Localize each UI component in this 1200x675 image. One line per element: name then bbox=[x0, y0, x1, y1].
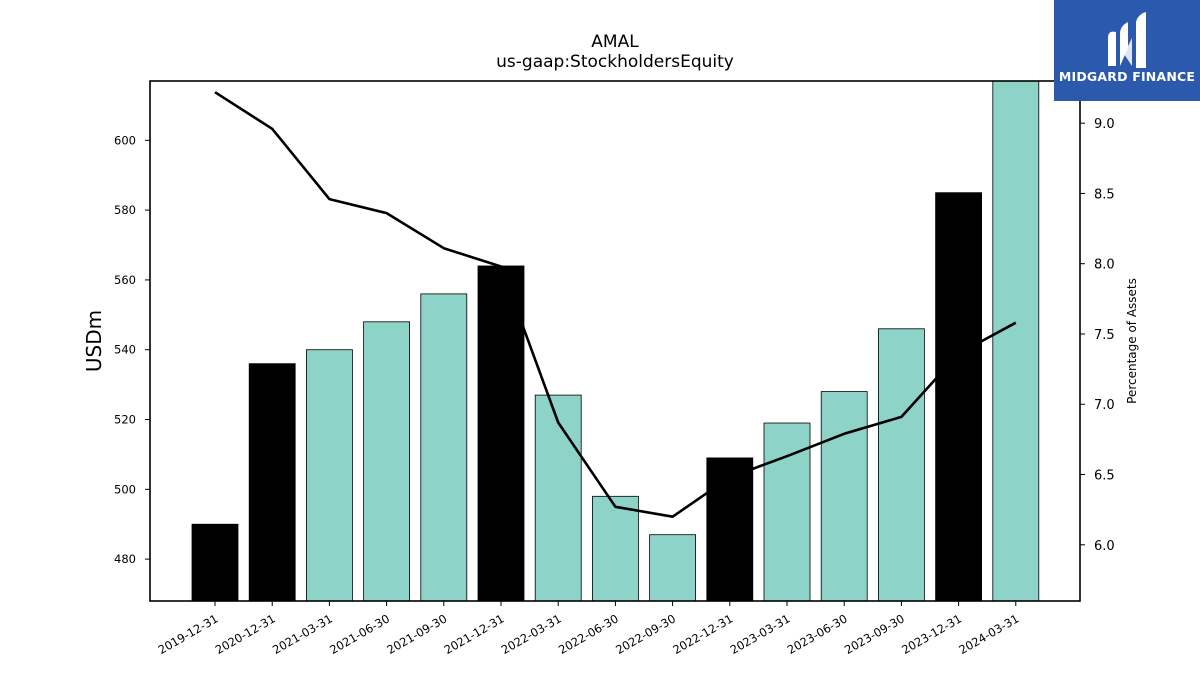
y2-tick-label: 8.5 bbox=[1094, 187, 1115, 202]
bar-2022-09-30 bbox=[649, 534, 696, 601]
bar-2021-12-31 bbox=[477, 265, 525, 601]
y-tick-label: 540 bbox=[114, 343, 136, 357]
x-tick-label: 2022-12-31 bbox=[670, 611, 735, 657]
bar-2022-03-31 bbox=[534, 394, 582, 601]
x-tick-label: 2021-03-31 bbox=[270, 611, 335, 657]
bar-2022-06-30 bbox=[592, 495, 639, 601]
bar-2021-03-31 bbox=[305, 349, 353, 601]
bar-2021-09-30 bbox=[420, 293, 468, 601]
line-series-percentage-of-assets bbox=[214, 91, 1017, 519]
brand-logo: MIDGARD FINANCE bbox=[1054, 0, 1200, 101]
bar-2022-12-31 bbox=[706, 457, 754, 601]
bar-2020-12-31 bbox=[248, 363, 296, 601]
bar-2023-09-30 bbox=[878, 328, 925, 601]
bar-2021-06-30 bbox=[363, 321, 411, 601]
y-tick-label: 560 bbox=[114, 273, 136, 287]
x-tick-label: 2023-06-30 bbox=[785, 611, 850, 657]
y2-tick-label: 8.0 bbox=[1094, 258, 1115, 273]
y2-tick-label: 6.5 bbox=[1094, 469, 1115, 484]
x-tick-label: 2023-09-30 bbox=[842, 611, 907, 657]
y-tick-label: 600 bbox=[114, 133, 136, 147]
chart-subtitle: us-gaap:StockholdersEquity bbox=[496, 52, 734, 72]
x-tick-label: 2023-03-31 bbox=[728, 611, 793, 657]
bar-series bbox=[191, 81, 1040, 601]
chart-title: AMAL bbox=[591, 32, 639, 52]
midgard-logo-icon bbox=[1108, 12, 1146, 68]
y2-tick-label: 9.0 bbox=[1094, 117, 1115, 132]
x-tick-label: 2022-03-31 bbox=[499, 611, 564, 657]
x-tick-label: 2021-09-30 bbox=[384, 611, 449, 657]
y-tick-label: 480 bbox=[114, 552, 136, 566]
y2-tick-label: 6.0 bbox=[1094, 539, 1115, 554]
y-axis-label: USDm bbox=[82, 310, 106, 372]
x-tick-label: 2019-12-31 bbox=[156, 611, 221, 657]
x-tick-label: 2022-09-30 bbox=[613, 611, 678, 657]
x-tick-label: 2021-06-30 bbox=[327, 611, 392, 657]
y2-tick-label: 7.0 bbox=[1094, 398, 1115, 413]
bar-2024-03-31 bbox=[992, 81, 1040, 601]
bar-2023-03-31 bbox=[763, 422, 811, 601]
x-tick-label: 2023-12-31 bbox=[899, 611, 964, 657]
y-tick-label: 520 bbox=[114, 413, 136, 427]
bar-2023-06-30 bbox=[820, 391, 868, 601]
y-tick-label: 580 bbox=[114, 203, 136, 217]
brand-name: MIDGARD FINANCE bbox=[1058, 69, 1196, 84]
bar-2023-12-31 bbox=[935, 192, 982, 601]
y-tick-label: 500 bbox=[114, 482, 136, 496]
x-tick-label: 2021-12-31 bbox=[442, 611, 507, 657]
x-tick-label: 2024-03-31 bbox=[956, 611, 1021, 657]
y2-axis-label: Percentage of Assets bbox=[1125, 278, 1139, 404]
x-tick-label: 2022-06-30 bbox=[556, 611, 621, 657]
bar-2019-12-31 bbox=[191, 523, 239, 601]
x-tick-label: 2020-12-31 bbox=[213, 611, 278, 657]
y2-tick-label: 7.5 bbox=[1094, 328, 1115, 343]
